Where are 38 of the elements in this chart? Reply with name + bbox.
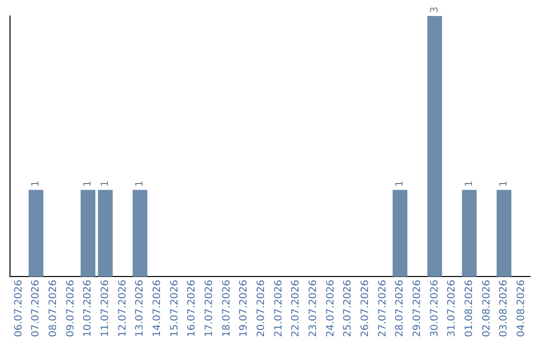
data-label: 1 bbox=[498, 180, 510, 187]
x-tick-label: 25.07.2026 bbox=[342, 280, 354, 338]
x-tick-label: 26.07.2026 bbox=[360, 280, 371, 338]
x-tick-label: 04.08.2026 bbox=[516, 280, 527, 338]
x-tick-label: 31.07.2026 bbox=[446, 280, 458, 338]
x-tick-label: 13.07.2026 bbox=[134, 280, 146, 338]
x-tick-label: 07.07.2026 bbox=[30, 280, 42, 338]
x-tick-label: 20.07.2026 bbox=[256, 280, 267, 338]
data-label: 1 bbox=[30, 180, 42, 187]
x-tick-label: 09.07.2026 bbox=[65, 280, 76, 338]
x-tick-label: 14.07.2026 bbox=[152, 280, 163, 338]
x-tick-label: 03.08.2026 bbox=[498, 280, 510, 338]
data-label: 1 bbox=[82, 180, 94, 187]
x-tick-label: 08.07.2026 bbox=[48, 280, 59, 338]
x-tick-label: 12.07.2026 bbox=[117, 280, 128, 338]
data-label: 1 bbox=[100, 180, 111, 187]
data-label: 1 bbox=[134, 180, 146, 187]
x-tick-label: 18.07.2026 bbox=[221, 280, 232, 338]
x-tick-label: 24.07.2026 bbox=[325, 280, 336, 338]
x-tick-label: 02.08.2026 bbox=[481, 280, 492, 338]
x-tick-label: 01.08.2026 bbox=[464, 280, 475, 338]
data-label: 1 bbox=[394, 180, 406, 187]
x-tick-label: 16.07.2026 bbox=[186, 280, 198, 338]
x-tick-label: 28.07.2026 bbox=[394, 280, 406, 338]
x-tick-label: 30.07.2026 bbox=[429, 280, 440, 338]
x-tick-label: 19.07.2026 bbox=[238, 280, 250, 338]
x-tick-label: 29.07.2026 bbox=[412, 280, 423, 338]
data-label: 1 bbox=[464, 180, 475, 187]
x-tick-label: 27.07.2026 bbox=[377, 280, 388, 338]
x-tick-label: 11.07.2026 bbox=[100, 280, 111, 338]
x-tick-label: 21.07.2026 bbox=[273, 280, 284, 338]
x-tick-label: 06.07.2026 bbox=[13, 280, 24, 338]
data-label: 3 bbox=[429, 6, 440, 13]
x-tick-label: 15.07.2026 bbox=[169, 280, 180, 338]
x-tick-label: 23.07.2026 bbox=[308, 280, 319, 338]
x-tick-label: 10.07.2026 bbox=[82, 280, 94, 338]
x-tick-label: 22.07.2026 bbox=[290, 280, 302, 338]
x-tick-label: 17.07.2026 bbox=[204, 280, 215, 338]
